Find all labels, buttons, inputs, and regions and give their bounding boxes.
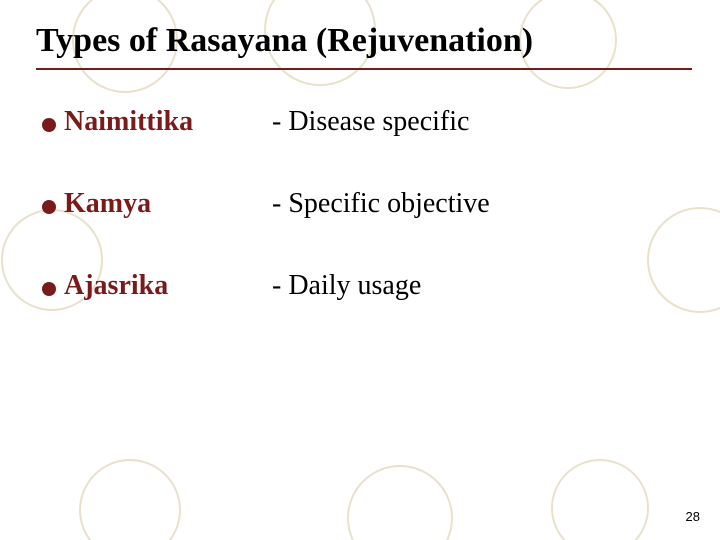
item-term-wrap: Naimittika [42, 106, 272, 138]
item-term-wrap: Ajasrika [42, 270, 272, 302]
bullet-icon [42, 200, 56, 214]
list-item: Kamya - Specific objective [42, 188, 692, 220]
item-term: Kamya [64, 188, 151, 220]
bullet-icon [42, 282, 56, 296]
item-description: - Disease specific [272, 106, 469, 138]
slide-container: Types of Rasayana (Rejuvenation) Naimitt… [0, 0, 720, 540]
list-item: Ajasrika - Daily usage [42, 270, 692, 302]
item-term-wrap: Kamya [42, 188, 272, 220]
slide-title: Types of Rasayana (Rejuvenation) [36, 22, 692, 70]
item-list: Naimittika - Disease specific Kamya - Sp… [42, 106, 692, 302]
bullet-icon [42, 118, 56, 132]
item-term: Ajasrika [64, 270, 168, 302]
list-item: Naimittika - Disease specific [42, 106, 692, 138]
item-term: Naimittika [64, 106, 193, 138]
item-description: - Daily usage [272, 270, 421, 302]
page-number: 28 [686, 509, 700, 524]
item-description: - Specific objective [272, 188, 490, 220]
